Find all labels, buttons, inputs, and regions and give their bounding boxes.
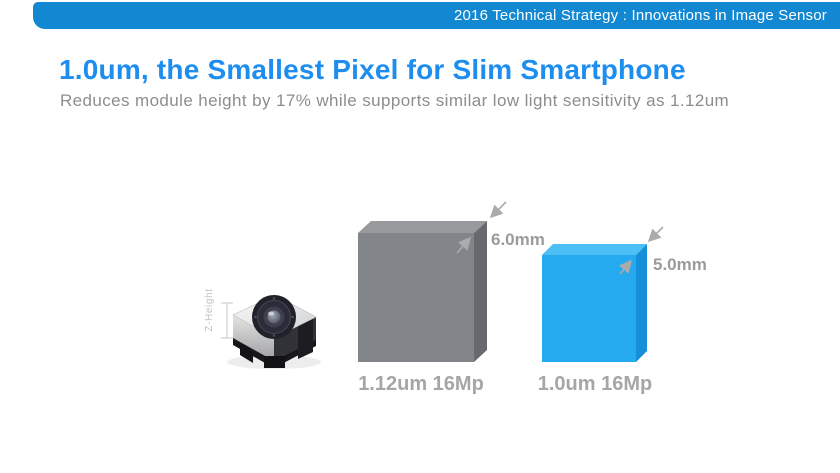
z-height-measure-line	[221, 302, 233, 339]
header-bar: 2016 Technical Strategy : Innovations in…	[33, 2, 840, 29]
camera-module-photo	[227, 294, 321, 369]
gray-bar-dimension: 6.0mm	[491, 230, 545, 249]
z-height-label: Z-Height	[204, 288, 215, 332]
module-tab-center	[264, 356, 285, 368]
page-subtitle: Reduces module height by 17% while suppo…	[60, 91, 730, 110]
page-title: 1.0um, the Smallest Pixel for Slim Smart…	[59, 54, 686, 85]
bar-1-12um	[358, 221, 487, 362]
blue-bar-caption: 1.0um 16Mp	[537, 373, 653, 395]
module-tab-right	[298, 319, 313, 359]
gray-bar-caption: 1.12um 16Mp	[358, 373, 484, 395]
header-strategy-label: 2016 Technical Strategy : Innovations in…	[453, 7, 827, 24]
module-left-face	[233, 315, 274, 364]
arrow-blue-outer	[647, 226, 664, 243]
arrow-gray-outer	[489, 201, 507, 219]
blue-bar-dimension: 5.0mm	[653, 255, 707, 274]
arrow-blue-inner	[618, 259, 633, 275]
module-tab-left	[240, 344, 253, 363]
arrow-gray-inner	[456, 236, 472, 254]
camera-lens-icon	[252, 295, 296, 339]
dimension-arrows	[456, 201, 664, 275]
